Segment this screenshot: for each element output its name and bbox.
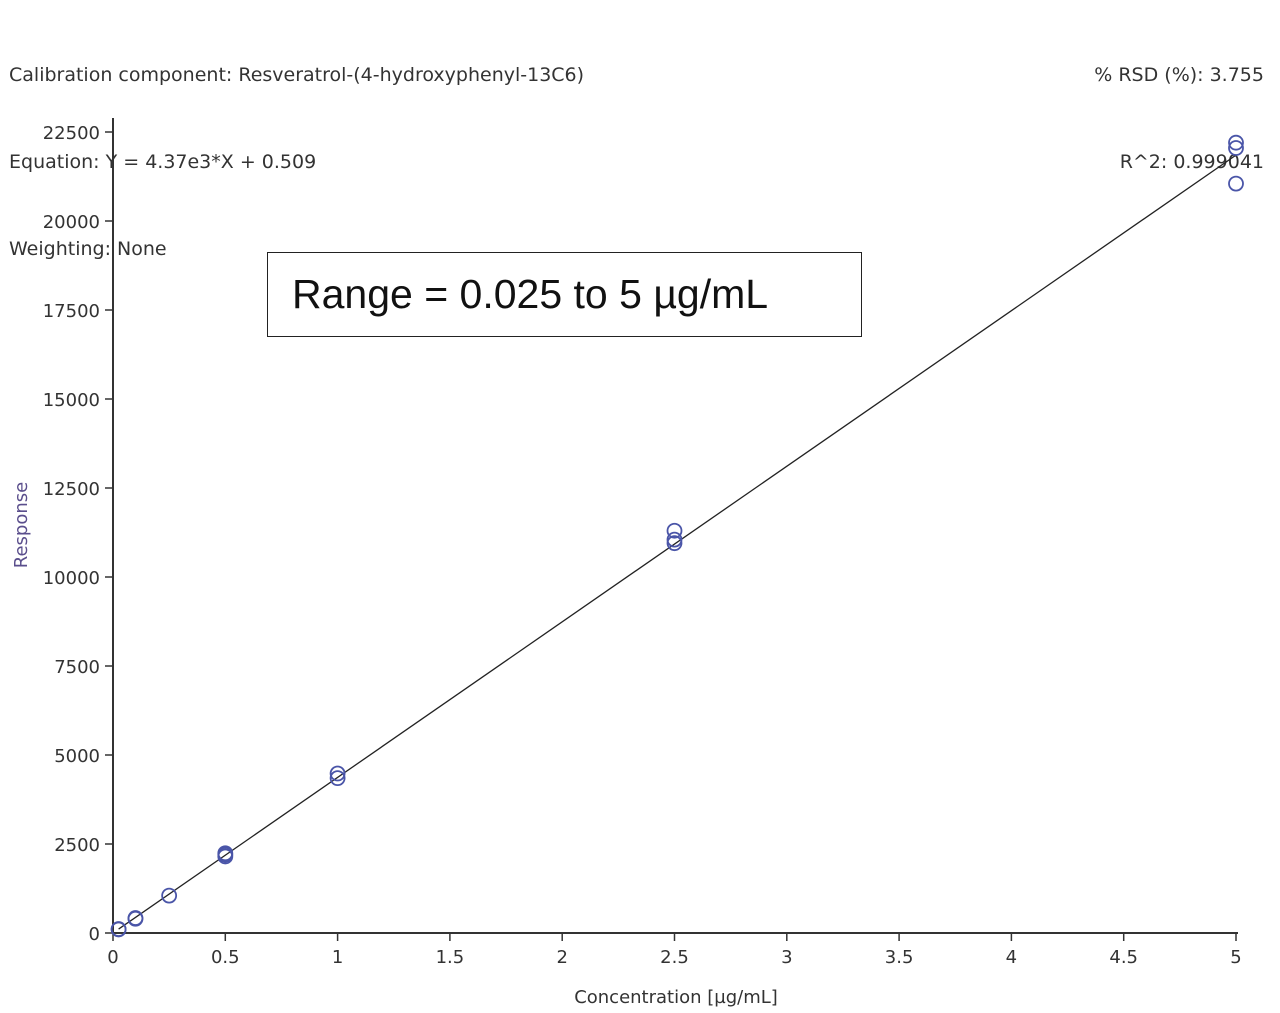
x-axis-title: Concentration [µg/mL]: [574, 987, 778, 1008]
y-tick-label: 15000: [43, 390, 100, 411]
data-point: [1228, 134, 1244, 151]
data-point: [161, 887, 178, 904]
x-tick-label: 5: [1230, 947, 1241, 968]
data-points-group: [110, 134, 1244, 938]
y-tick-label: 0: [89, 924, 100, 945]
data-point: [217, 845, 234, 862]
x-tick-label: 4: [1006, 947, 1017, 968]
y-tick-label: 10000: [43, 568, 100, 589]
data-point: [1228, 175, 1244, 192]
y-tick-label: 12500: [43, 479, 100, 500]
y-tick-label: 5000: [54, 746, 100, 767]
x-tick-label: 3.5: [885, 947, 914, 968]
x-tick-label: 4.5: [1109, 947, 1138, 968]
x-tick-label: 0: [107, 947, 118, 968]
y-tick-label: 20000: [43, 212, 100, 233]
data-point: [127, 910, 144, 926]
x-tick-label: 3: [781, 947, 792, 968]
equation-label: Equation: Y = 4.37e3*X + 0.509: [9, 151, 317, 173]
x-tick-label: 2.5: [660, 947, 689, 968]
calibration-component-label: Calibration component: Resveratrol-(4-hy…: [9, 64, 585, 86]
x-tick-label: 1.5: [436, 947, 465, 968]
header-info-left: Calibration component: Resveratrol-(4-hy…: [9, 3, 584, 293]
calibration-fit-line: [118, 154, 1237, 930]
range-annotation-box: Range = 0.025 to 5 µg/mL: [267, 252, 862, 337]
x-tick-label: 1: [332, 947, 343, 968]
y-tick-label: 2500: [54, 835, 100, 856]
y-tick-label: 22500: [43, 123, 100, 144]
chart-axes: 0250050007500100001250015000175002000022…: [43, 118, 1242, 968]
data-point: [666, 522, 683, 539]
header-info-right: % RSD (%): 3.755 R^2: 0.999041: [1094, 3, 1264, 206]
data-point: [329, 765, 346, 782]
weighting-label: Weighting: None: [9, 238, 167, 260]
data-point: [1228, 140, 1244, 156]
rsd-label: % RSD (%): 3.755: [1094, 64, 1264, 86]
fit-line-group: [118, 154, 1237, 930]
data-point: [329, 770, 346, 787]
x-tick-label: 0.5: [211, 947, 240, 968]
data-point: [110, 921, 127, 937]
x-tick-label: 2: [556, 947, 567, 968]
range-annotation-text: Range = 0.025 to 5 µg/mL: [292, 271, 769, 317]
y-axis-title: Response: [11, 482, 32, 568]
y-tick-label: 17500: [43, 301, 100, 322]
y-tick-label: 7500: [54, 657, 100, 678]
data-point: [666, 531, 683, 548]
r-squared-label: R^2: 0.999041: [1119, 151, 1264, 173]
